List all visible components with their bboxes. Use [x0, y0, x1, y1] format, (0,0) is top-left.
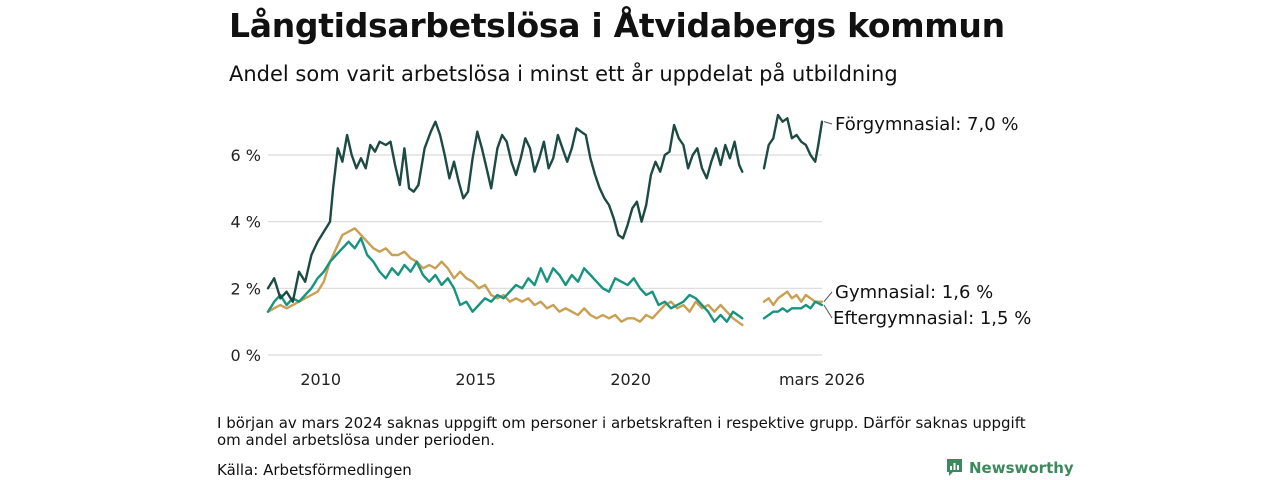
end-label-eftergymnasial: Eftergymnasial: 1,5 %	[833, 308, 1031, 329]
chart-subtitle: Andel som varit arbetslösa i minst ett å…	[229, 62, 898, 86]
x-tick-label: 2015	[455, 370, 496, 389]
x-tick-label: 2020	[610, 370, 651, 389]
y-tick-label: 6 %	[231, 146, 261, 165]
series-line-eftergymnasial	[266, 237, 824, 323]
y-tick-label: 2 %	[231, 279, 261, 298]
x-tick-label: 2010	[300, 370, 341, 389]
y-tick-label: 0 %	[231, 346, 261, 365]
x-tick-label: mars 2026	[779, 370, 865, 389]
end-label-layer: Förgymnasial: 7,0 % Gymnasial: 1,6 % Efter…	[823, 114, 1031, 329]
brand-name: Newsworthy	[969, 458, 1074, 477]
footnote: I början av mars 2024 saknas uppgift om …	[217, 414, 1026, 449]
leader-line	[823, 291, 833, 302]
tick-layer: 0 % 2 % 4 % 6 % 2010 2015 2020 mars 2026	[231, 146, 866, 389]
leader-line	[823, 121, 833, 125]
y-tick-label: 4 %	[231, 213, 261, 232]
end-label-gymnasial: Gymnasial: 1,6 %	[835, 282, 993, 303]
leader-line	[823, 304, 833, 319]
grid-layer	[268, 154, 822, 356]
series-layer	[266, 113, 824, 327]
end-label-förgymnasial: Förgymnasial: 7,0 %	[835, 114, 1019, 135]
brand-logo: Newsworthy	[946, 458, 1074, 477]
source-text: Källa: Arbetsförmedlingen	[217, 461, 412, 479]
series-line-förgymnasial	[266, 113, 824, 303]
newsworthy-logo-icon	[947, 459, 962, 476]
chart-title: Långtidsarbetslösa i Åtvidabergs kommun	[229, 6, 1005, 45]
